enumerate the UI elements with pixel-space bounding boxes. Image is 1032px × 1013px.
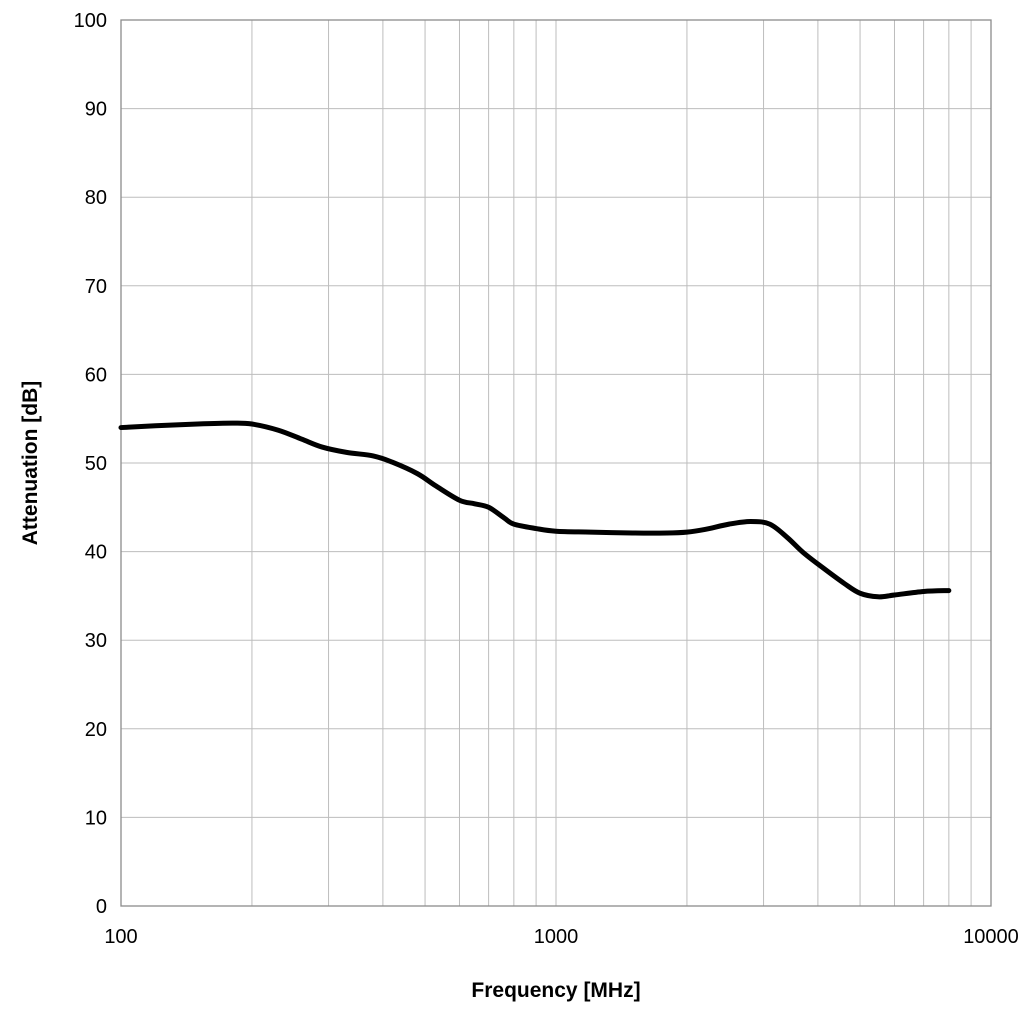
- y-tick-label: 80: [85, 187, 107, 209]
- y-tick-label: 0: [96, 896, 107, 918]
- y-tick-label: 60: [85, 364, 107, 386]
- y-tick-label: 10: [85, 807, 107, 829]
- x-tick-label: 1000: [534, 926, 579, 948]
- x-axis-title: Frequency [MHz]: [471, 979, 640, 1002]
- y-axis-title: Attenuation [dB]: [19, 381, 42, 545]
- y-tick-label: 90: [85, 99, 107, 121]
- y-tick-label: 50: [85, 453, 107, 475]
- y-tick-label: 20: [85, 719, 107, 741]
- y-tick-label: 70: [85, 276, 107, 298]
- plot-area-frame: [120, 19, 992, 907]
- y-tick-label: 40: [85, 542, 107, 564]
- grid: [120, 19, 992, 907]
- tick-labels: 0 10 20 30 40 50 60 70 80 90 100 100 1000 10000: [74, 10, 1019, 948]
- series: [118, 420, 952, 600]
- x-tick-label: 100: [104, 926, 137, 948]
- y-tick-label: 100: [74, 10, 107, 32]
- series-line-attenuation: [118, 420, 952, 600]
- x-tick-label: 10000: [963, 926, 1019, 948]
- y-tick-label: 30: [85, 630, 107, 652]
